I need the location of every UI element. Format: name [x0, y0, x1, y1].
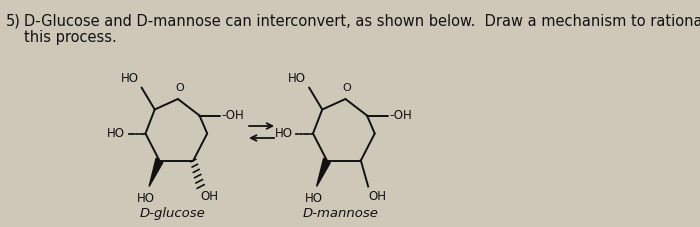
- Text: O: O: [175, 83, 183, 93]
- Text: D-mannose: D-mannose: [302, 207, 378, 220]
- Text: O: O: [342, 83, 351, 93]
- Polygon shape: [149, 158, 162, 187]
- Text: -OH: -OH: [221, 109, 244, 122]
- Text: HO: HO: [107, 127, 125, 140]
- Text: HO: HO: [274, 127, 293, 140]
- Text: HO: HO: [288, 72, 306, 84]
- Text: this process.: this process.: [24, 30, 116, 45]
- Text: OH: OH: [368, 190, 386, 203]
- Text: D-glucose: D-glucose: [140, 207, 206, 220]
- Text: D-Glucose and D-mannose can interconvert, as shown below.  Draw a mechanism to r: D-Glucose and D-mannose can interconvert…: [24, 14, 700, 29]
- Text: HO: HO: [137, 192, 155, 205]
- Text: -OH: -OH: [389, 109, 412, 122]
- Text: HO: HO: [304, 192, 323, 205]
- Text: OH: OH: [200, 190, 218, 203]
- Text: HO: HO: [120, 72, 139, 84]
- Text: 5): 5): [6, 14, 21, 29]
- Polygon shape: [316, 158, 330, 187]
